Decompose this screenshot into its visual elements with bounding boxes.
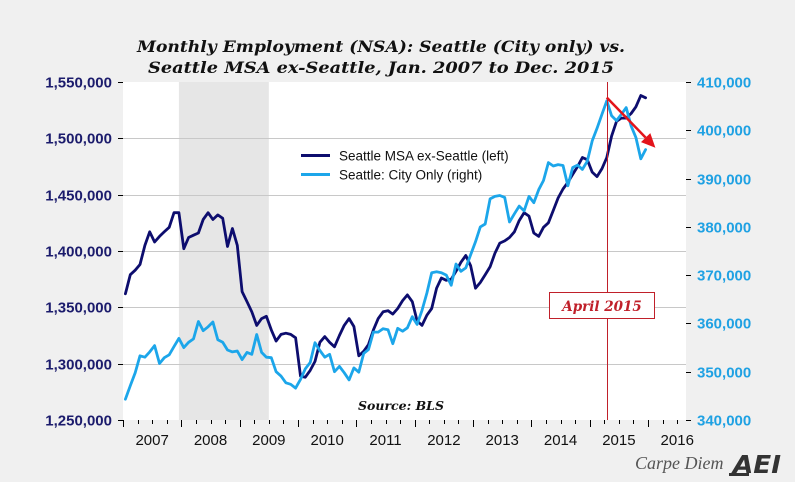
chart-title-line-1: Monthly Employment (NSA): Seattle (City … [136, 37, 625, 56]
april-2015-label: April 2015 [560, 299, 642, 315]
series-line-seattle-city [124, 99, 647, 401]
y-left-tick-label: 1,500,000 [45, 131, 112, 148]
y-left-tick-label: 1,550,000 [45, 75, 112, 92]
chart-title-line-2: Seattle MSA ex-Seattle, Jan. 2007 to Dec… [148, 58, 614, 77]
x-tick-label: 2009 [252, 432, 285, 449]
y-left-tick-label: 1,400,000 [45, 244, 112, 261]
y-left-tick-label: 1,250,000 [45, 413, 112, 430]
legend: Seattle MSA ex-Seattle (left) Seattle: C… [301, 149, 509, 183]
y-left-tick-label: 1,450,000 [45, 188, 112, 205]
y-right-tick-label: 380,000 [697, 220, 751, 237]
annotations [605, 82, 656, 420]
x-tick-label: 2013 [486, 432, 519, 449]
trend-arrow-shaft [605, 96, 647, 139]
y-right-tick-label: 340,000 [697, 413, 751, 430]
trend-arrow-head [641, 133, 656, 148]
x-tick-label: 2014 [544, 432, 577, 449]
x-tick-label: 2007 [135, 432, 168, 449]
y-left-tick-label: 1,300,000 [45, 357, 112, 374]
x-tick-label: 2010 [311, 432, 344, 449]
series-lines [124, 94, 647, 401]
source-note: Source: BLS [358, 398, 444, 413]
y-right-tick-label: 390,000 [697, 172, 751, 189]
y-right-tick-label: 350,000 [697, 365, 751, 382]
x-tick-label: 2015 [602, 432, 635, 449]
x-tick-label: 2008 [194, 432, 227, 449]
april-2015-callout: April 2015 [549, 292, 655, 319]
y-right-tick-label: 360,000 [697, 316, 751, 333]
x-tick-label: 2016 [661, 432, 694, 449]
y-right-tick-label: 370,000 [697, 268, 751, 285]
series-line-msa-ex-seattle [124, 94, 647, 379]
aei-logo-underline [729, 473, 749, 476]
legend-label-msa: Seattle MSA ex-Seattle (left) [339, 149, 509, 164]
carpe-diem-brand: Carpe Diem [635, 453, 724, 473]
y-left-tick-label: 1,350,000 [45, 300, 112, 317]
x-tick-label: 2011 [369, 432, 401, 449]
april-2015-label-box [549, 292, 655, 319]
axes: 1,250,000 1,300,000 1,350,000 1,400,000 1,45… [45, 75, 751, 450]
aei-logo: AEI [729, 450, 781, 479]
y-right-tick-label: 410,000 [697, 75, 751, 92]
y-right-tick-label: 400,000 [697, 123, 751, 140]
legend-label-city: Seattle: City Only (right) [339, 168, 482, 183]
x-tick-label: 2012 [427, 432, 460, 449]
